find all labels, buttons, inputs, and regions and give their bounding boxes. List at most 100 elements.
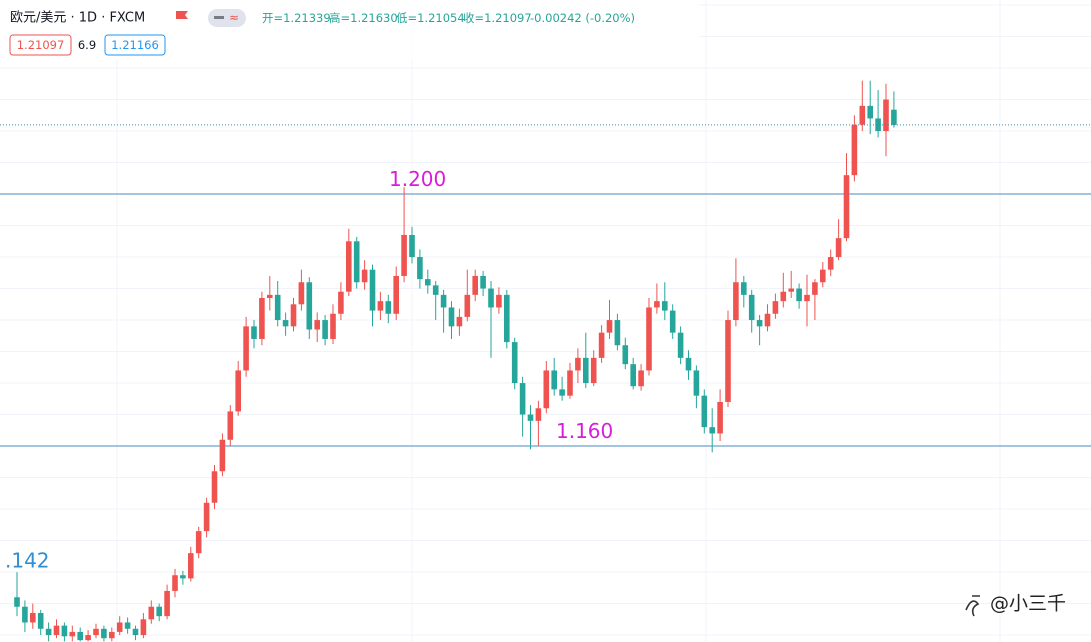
annotation-label: .142 xyxy=(5,548,50,572)
ohlc-value: 高=1.21630 xyxy=(329,11,398,25)
candle-body xyxy=(346,241,352,292)
toggle-pill[interactable] xyxy=(208,9,246,27)
candle-body xyxy=(432,285,439,295)
candle-body xyxy=(717,401,723,434)
candle-body xyxy=(583,357,589,384)
candle-body xyxy=(519,383,526,415)
candle-body xyxy=(456,316,463,327)
flag-icon xyxy=(176,11,188,19)
candle-body xyxy=(677,332,684,358)
candle-body xyxy=(164,590,170,617)
candle-body xyxy=(827,257,834,270)
candle-body xyxy=(124,622,131,629)
candle-body xyxy=(93,628,99,636)
candle-body xyxy=(725,320,731,402)
candle-body xyxy=(290,304,297,327)
candle-body xyxy=(251,326,257,339)
candle-body xyxy=(235,370,241,412)
candle-body xyxy=(733,282,739,321)
candle-body xyxy=(820,269,826,283)
candle-body xyxy=(669,310,676,333)
candle-body xyxy=(851,124,858,176)
candle-body xyxy=(567,370,573,396)
candle-body xyxy=(69,631,76,637)
price-badge: 1.21166 xyxy=(111,38,159,52)
candle-body xyxy=(780,291,787,302)
candle-body xyxy=(322,320,328,339)
candle-body xyxy=(282,320,289,327)
candle-body xyxy=(543,370,550,409)
candle-body xyxy=(393,275,399,314)
candle-body xyxy=(859,105,866,125)
candle-body xyxy=(883,99,889,132)
candle-body xyxy=(701,395,708,428)
candle-body xyxy=(875,118,881,132)
candle-body xyxy=(385,301,392,314)
candle-body xyxy=(148,606,155,620)
candle-body xyxy=(227,411,234,440)
candle-body xyxy=(614,320,621,346)
watermark: @小三千 xyxy=(990,593,1066,615)
candle-body xyxy=(772,301,779,314)
candle-body xyxy=(140,619,147,636)
candle-body xyxy=(575,357,581,371)
candle-body xyxy=(551,370,557,390)
candle-body xyxy=(622,345,629,365)
candle-body xyxy=(195,531,202,554)
candle-body xyxy=(180,575,186,579)
candle-body xyxy=(314,320,320,330)
candle-body xyxy=(559,389,565,396)
candle-body xyxy=(598,332,605,358)
candle-body xyxy=(109,631,115,639)
candle-body xyxy=(298,282,305,305)
candle-body xyxy=(835,238,842,258)
candle-body xyxy=(37,613,44,629)
candle-body xyxy=(330,313,336,339)
candle-body xyxy=(756,320,763,327)
candle-body xyxy=(425,279,431,286)
candle-body xyxy=(496,294,502,308)
candle-body xyxy=(662,301,668,311)
candle-body xyxy=(511,342,518,384)
candle-body xyxy=(14,597,20,607)
candle-body xyxy=(369,269,376,311)
candle-body xyxy=(188,553,194,579)
candle-body xyxy=(338,291,344,314)
spread-badge: 6.9 xyxy=(78,38,96,52)
candle-body xyxy=(116,622,123,632)
candle-body xyxy=(203,502,210,532)
candle-body xyxy=(480,275,486,289)
candle-body xyxy=(488,288,494,308)
candle-body xyxy=(409,235,415,258)
candle-body xyxy=(22,606,28,623)
candle-body xyxy=(401,235,407,276)
candle-body xyxy=(867,105,873,119)
candle-body xyxy=(685,357,692,371)
candle-body xyxy=(796,288,802,302)
minus-icon xyxy=(214,16,224,19)
candle-body xyxy=(243,326,249,371)
badge-frame xyxy=(9,34,72,56)
candle-body xyxy=(709,427,715,434)
candle-body xyxy=(259,298,265,339)
candle-body xyxy=(101,628,107,639)
candle-body xyxy=(646,307,652,371)
candle-body xyxy=(219,439,226,472)
candle-body xyxy=(812,282,818,295)
candle-body xyxy=(638,370,644,387)
overlay: 欧元/美元 · 1D · FXCM ≈ 开=1.21339高=1.21630低=… xyxy=(9,9,1067,617)
candle-body xyxy=(361,269,368,283)
candle-body xyxy=(464,294,471,317)
ohlc-value: 低=1.21054 xyxy=(396,11,465,25)
candle-body xyxy=(77,631,83,641)
ohlc-header: 开=1.21339高=1.21630低=1.21054收=1.21097-0.0… xyxy=(262,11,635,25)
candle-body xyxy=(53,625,60,636)
candle-body xyxy=(156,606,162,617)
candle-body xyxy=(804,294,810,302)
candle-body xyxy=(590,357,597,384)
candle-body xyxy=(606,320,613,333)
ohlc-value: -0.00242 (-0.20%) xyxy=(530,11,635,25)
candle-body xyxy=(440,294,447,308)
candle-body xyxy=(132,628,139,636)
